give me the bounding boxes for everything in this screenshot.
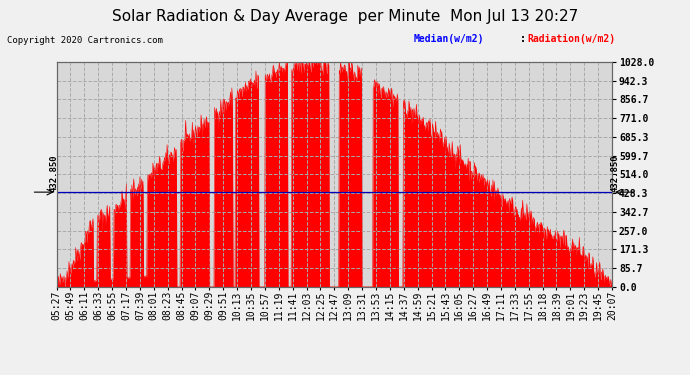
Text: 432.850: 432.850 bbox=[611, 154, 620, 192]
Text: :: : bbox=[521, 34, 525, 44]
Text: Median(w/m2): Median(w/m2) bbox=[414, 34, 484, 44]
Text: 432.850: 432.850 bbox=[49, 154, 58, 192]
Text: Copyright 2020 Cartronics.com: Copyright 2020 Cartronics.com bbox=[7, 36, 163, 45]
Text: Radiation(w/m2): Radiation(w/m2) bbox=[528, 34, 616, 44]
Text: Solar Radiation & Day Average  per Minute  Mon Jul 13 20:27: Solar Radiation & Day Average per Minute… bbox=[112, 9, 578, 24]
